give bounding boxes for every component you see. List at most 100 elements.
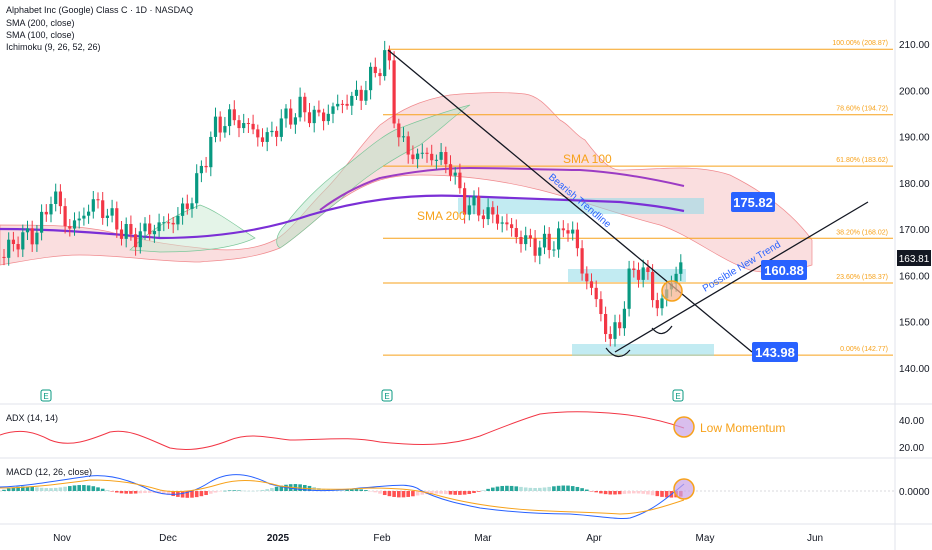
macd-bar: [260, 489, 265, 491]
adx-label: ADX (14, 14): [6, 413, 58, 423]
candle-body: [434, 159, 438, 161]
macd-bar: [30, 486, 34, 491]
candle-body: [406, 136, 410, 155]
candle-body: [213, 116, 218, 137]
macd-bar: [354, 489, 359, 491]
candle-body: [369, 66, 373, 91]
candle-body: [547, 233, 551, 251]
macd-bar: [458, 491, 462, 495]
price-candles: [2, 40, 683, 347]
candle-body: [77, 218, 81, 221]
svg-text:160.88: 160.88: [764, 263, 804, 278]
macd-bar: [481, 490, 486, 491]
macd-bar: [44, 488, 49, 491]
resistance-zone: [458, 198, 704, 214]
earnings-letter: E: [675, 392, 680, 401]
candle-body: [397, 123, 401, 138]
candle-body: [260, 137, 265, 142]
candle-body: [463, 188, 467, 215]
candle-body: [91, 199, 95, 212]
ichimoku-cloud: [0, 92, 813, 273]
candle-body: [542, 233, 547, 248]
macd-bar: [392, 491, 396, 497]
macd-bar: [6, 488, 11, 491]
macd-bar: [655, 491, 660, 497]
candle-body: [232, 109, 236, 121]
macd-bar: [241, 490, 246, 492]
macd-bar: [664, 491, 669, 498]
candle-body: [660, 298, 664, 309]
macd-bar: [491, 487, 495, 491]
bottom-arc: [605, 347, 631, 358]
candle-body: [354, 89, 359, 96]
macd-bar: [387, 491, 392, 497]
candle-body: [608, 334, 612, 339]
earnings-marker[interactable]: [40, 389, 52, 402]
possible-new-trend-line: [614, 201, 869, 353]
macd-bar: [157, 491, 161, 494]
macd-bar: [21, 486, 25, 491]
candle-body: [237, 120, 241, 129]
candle-body: [49, 203, 53, 215]
earnings-marker[interactable]: [381, 389, 393, 402]
indicator-sma-100: SMA (100, close): [6, 30, 75, 40]
candle-body: [87, 211, 91, 216]
candle-body: [387, 50, 391, 61]
macd-bar: [194, 491, 199, 498]
macd-bar: [429, 491, 434, 494]
fib-label: 0.00% (142.77): [840, 346, 888, 353]
candle-body: [58, 191, 62, 207]
macd-bar: [411, 491, 415, 497]
time-tick: Feb: [373, 533, 391, 544]
macd-bar: [580, 488, 584, 491]
macd-bar: [232, 490, 237, 491]
callout-175: 175.82: [731, 192, 775, 212]
candle-body: [378, 73, 382, 77]
macd-bar: [368, 491, 373, 492]
candle-body: [185, 203, 189, 209]
candle-body: [561, 228, 565, 231]
macd-bar: [265, 489, 269, 491]
macd-bar: [91, 486, 96, 491]
macd-bar: [514, 486, 519, 491]
candle-body: [307, 112, 312, 124]
candle-body: [223, 126, 227, 133]
candle-body: [152, 231, 156, 235]
bearish-trendline: [387, 49, 753, 353]
candle-body: [124, 224, 128, 239]
candle-body: [448, 164, 453, 176]
time-tick: Dec: [159, 533, 177, 544]
time-tick: Mar: [474, 533, 492, 544]
candle-body: [162, 222, 166, 224]
macd-bar: [180, 491, 185, 498]
macd-bar: [434, 491, 439, 494]
candle-body: [589, 281, 594, 288]
price-tick: 190.00: [899, 133, 930, 144]
earnings-letter: E: [384, 392, 389, 401]
candle-body: [477, 196, 481, 216]
candle-body: [575, 229, 579, 249]
macd-bar: [237, 490, 241, 491]
candle-body: [317, 109, 321, 113]
indicator-ichimoku: Ichimoku (9, 26, 52, 26): [6, 42, 101, 52]
macd-bar: [401, 491, 406, 498]
macd-bar: [382, 491, 387, 496]
macd-bar: [162, 491, 166, 495]
candle-body: [383, 50, 387, 77]
macd-bar: [566, 485, 570, 491]
candle-body: [303, 96, 307, 113]
adx-momentum-marker: [673, 416, 695, 438]
time-axis: Nov Dec 2025 Feb Mar Apr May Jun: [53, 533, 823, 544]
candle-body: [392, 60, 396, 124]
macd-bar: [523, 487, 528, 491]
candle-body: [105, 215, 109, 218]
support-zone-low: [572, 344, 714, 356]
earnings-marker[interactable]: [672, 389, 684, 402]
price-axis: 210.00 200.00 190.00 180.00 170.00 160.00 150.…: [899, 40, 930, 375]
macd-bar: [575, 486, 580, 491]
macd-bar: [538, 487, 542, 491]
candle-body: [538, 247, 542, 256]
macd-bar: [448, 491, 453, 495]
